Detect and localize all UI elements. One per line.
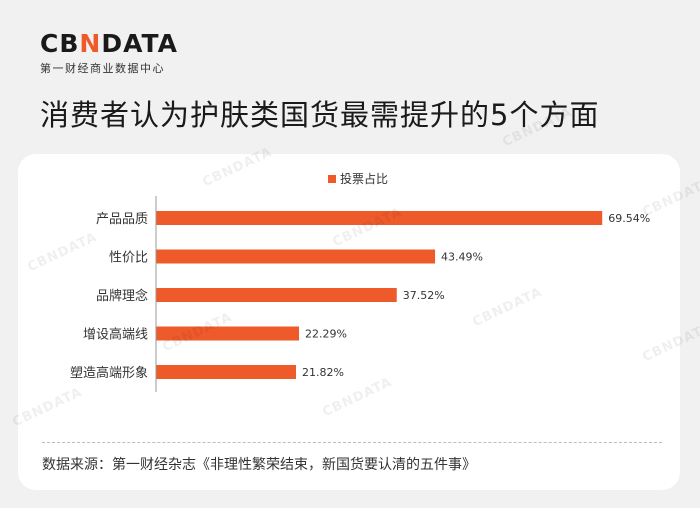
legend-swatch	[328, 175, 336, 183]
bar	[156, 326, 300, 341]
category-label: 增设高端线	[83, 327, 148, 343]
divider	[42, 442, 662, 443]
bar	[156, 249, 436, 264]
legend-label: 投票占比	[340, 171, 388, 186]
value-label: 37.52%	[403, 289, 445, 302]
logo-wordmark: CBNDATA	[40, 29, 178, 58]
chart-card: 投票占比产品品质 69.54% 性价比 43.49% 品牌理念 37.52% 增设高端线 22…	[18, 154, 680, 490]
value-label: 21.82%	[302, 366, 344, 379]
value-label: 43.49%	[441, 251, 483, 264]
value-label: 69.54%	[608, 212, 650, 225]
category-label: 品牌理念	[96, 288, 148, 304]
category-label: 塑造高端形象	[70, 365, 148, 381]
category-label: 产品品质	[96, 212, 148, 227]
brand-logo: CBNDATA 第一财经商业数据中心	[40, 30, 178, 76]
logo-subtitle: 第一财经商业数据中心	[40, 62, 165, 75]
source-note: 数据来源：第一财经杂志《非理性繁荣结束，新国货要认清的五件事》	[42, 457, 476, 473]
bar	[156, 365, 297, 379]
bar	[156, 288, 397, 302]
bar	[156, 211, 603, 225]
category-label: 性价比	[109, 251, 148, 266]
legend: 投票占比	[328, 171, 388, 186]
page-title: 消费者认为护肤类国货最需提升的5个方面	[40, 98, 600, 132]
value-label: 22.29%	[305, 328, 347, 341]
